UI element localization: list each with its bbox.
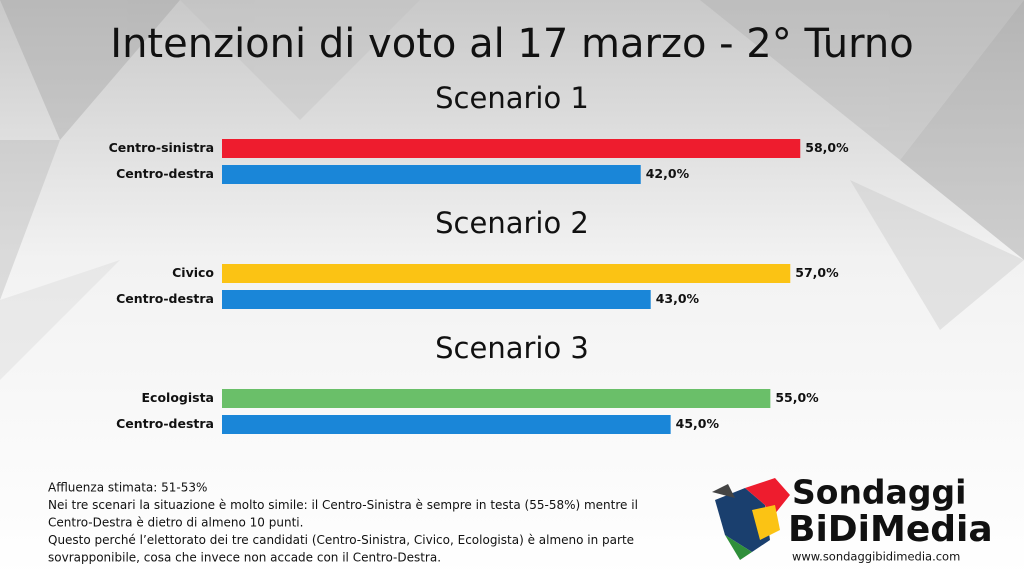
- scenario-title: Scenario 2: [435, 206, 589, 240]
- value-label: 45,0%: [676, 416, 720, 431]
- note: Nei tre scenari la situazione è molto si…: [48, 498, 638, 512]
- bar: [222, 290, 651, 309]
- bar: [222, 139, 801, 158]
- scenario-title: Scenario 1: [435, 81, 589, 115]
- logo-icon: [725, 535, 752, 560]
- value-label: 55,0%: [775, 390, 819, 405]
- brand-url: www.sondaggibidimedia.com: [792, 550, 960, 564]
- notes: Affluenza stimata: 51-53% Nei tre scenari…: [48, 481, 638, 565]
- category-label: Centro-sinistra: [109, 140, 214, 155]
- note: Centro-Destra è dietro di almeno 10 punt…: [48, 516, 303, 530]
- category-label: Centro-destra: [116, 416, 214, 431]
- note: Affluenza stimata: 51-53%: [48, 481, 207, 495]
- logo-icon: [752, 505, 780, 540]
- value-label: 58,0%: [805, 140, 849, 155]
- logo-icon: [715, 488, 770, 552]
- category-label: Civico: [172, 265, 214, 280]
- logo: Sondaggi BiDiMedia www.sondaggibidimedia…: [712, 473, 993, 564]
- category-label: Ecologista: [142, 390, 215, 405]
- value-label: 43,0%: [656, 291, 700, 306]
- brand-line2: BiDiMedia: [788, 509, 993, 550]
- bar: [222, 389, 771, 408]
- scenario-title: Scenario 3: [435, 331, 589, 365]
- value-label: 42,0%: [646, 166, 690, 181]
- bar: [222, 264, 791, 283]
- logo-icon: [712, 484, 735, 498]
- bar: [222, 415, 671, 434]
- category-label: Centro-destra: [116, 166, 214, 181]
- logo-icon: [745, 478, 790, 520]
- value-label: 57,0%: [795, 265, 839, 280]
- chart-title: Intenzioni di voto al 17 marzo - 2° Turn…: [110, 21, 913, 67]
- background-pattern: [0, 0, 1024, 380]
- charts: Scenario 1 Centro-sinistra 58,0% Centro-des…: [109, 81, 849, 434]
- note: sovrapponibile, cosa che invece non acca…: [48, 551, 441, 565]
- category-label: Centro-destra: [116, 291, 214, 306]
- note: Questo perché l’elettorato dei tre candi…: [48, 533, 634, 547]
- brand-line1: Sondaggi: [792, 473, 966, 512]
- bar: [222, 165, 641, 184]
